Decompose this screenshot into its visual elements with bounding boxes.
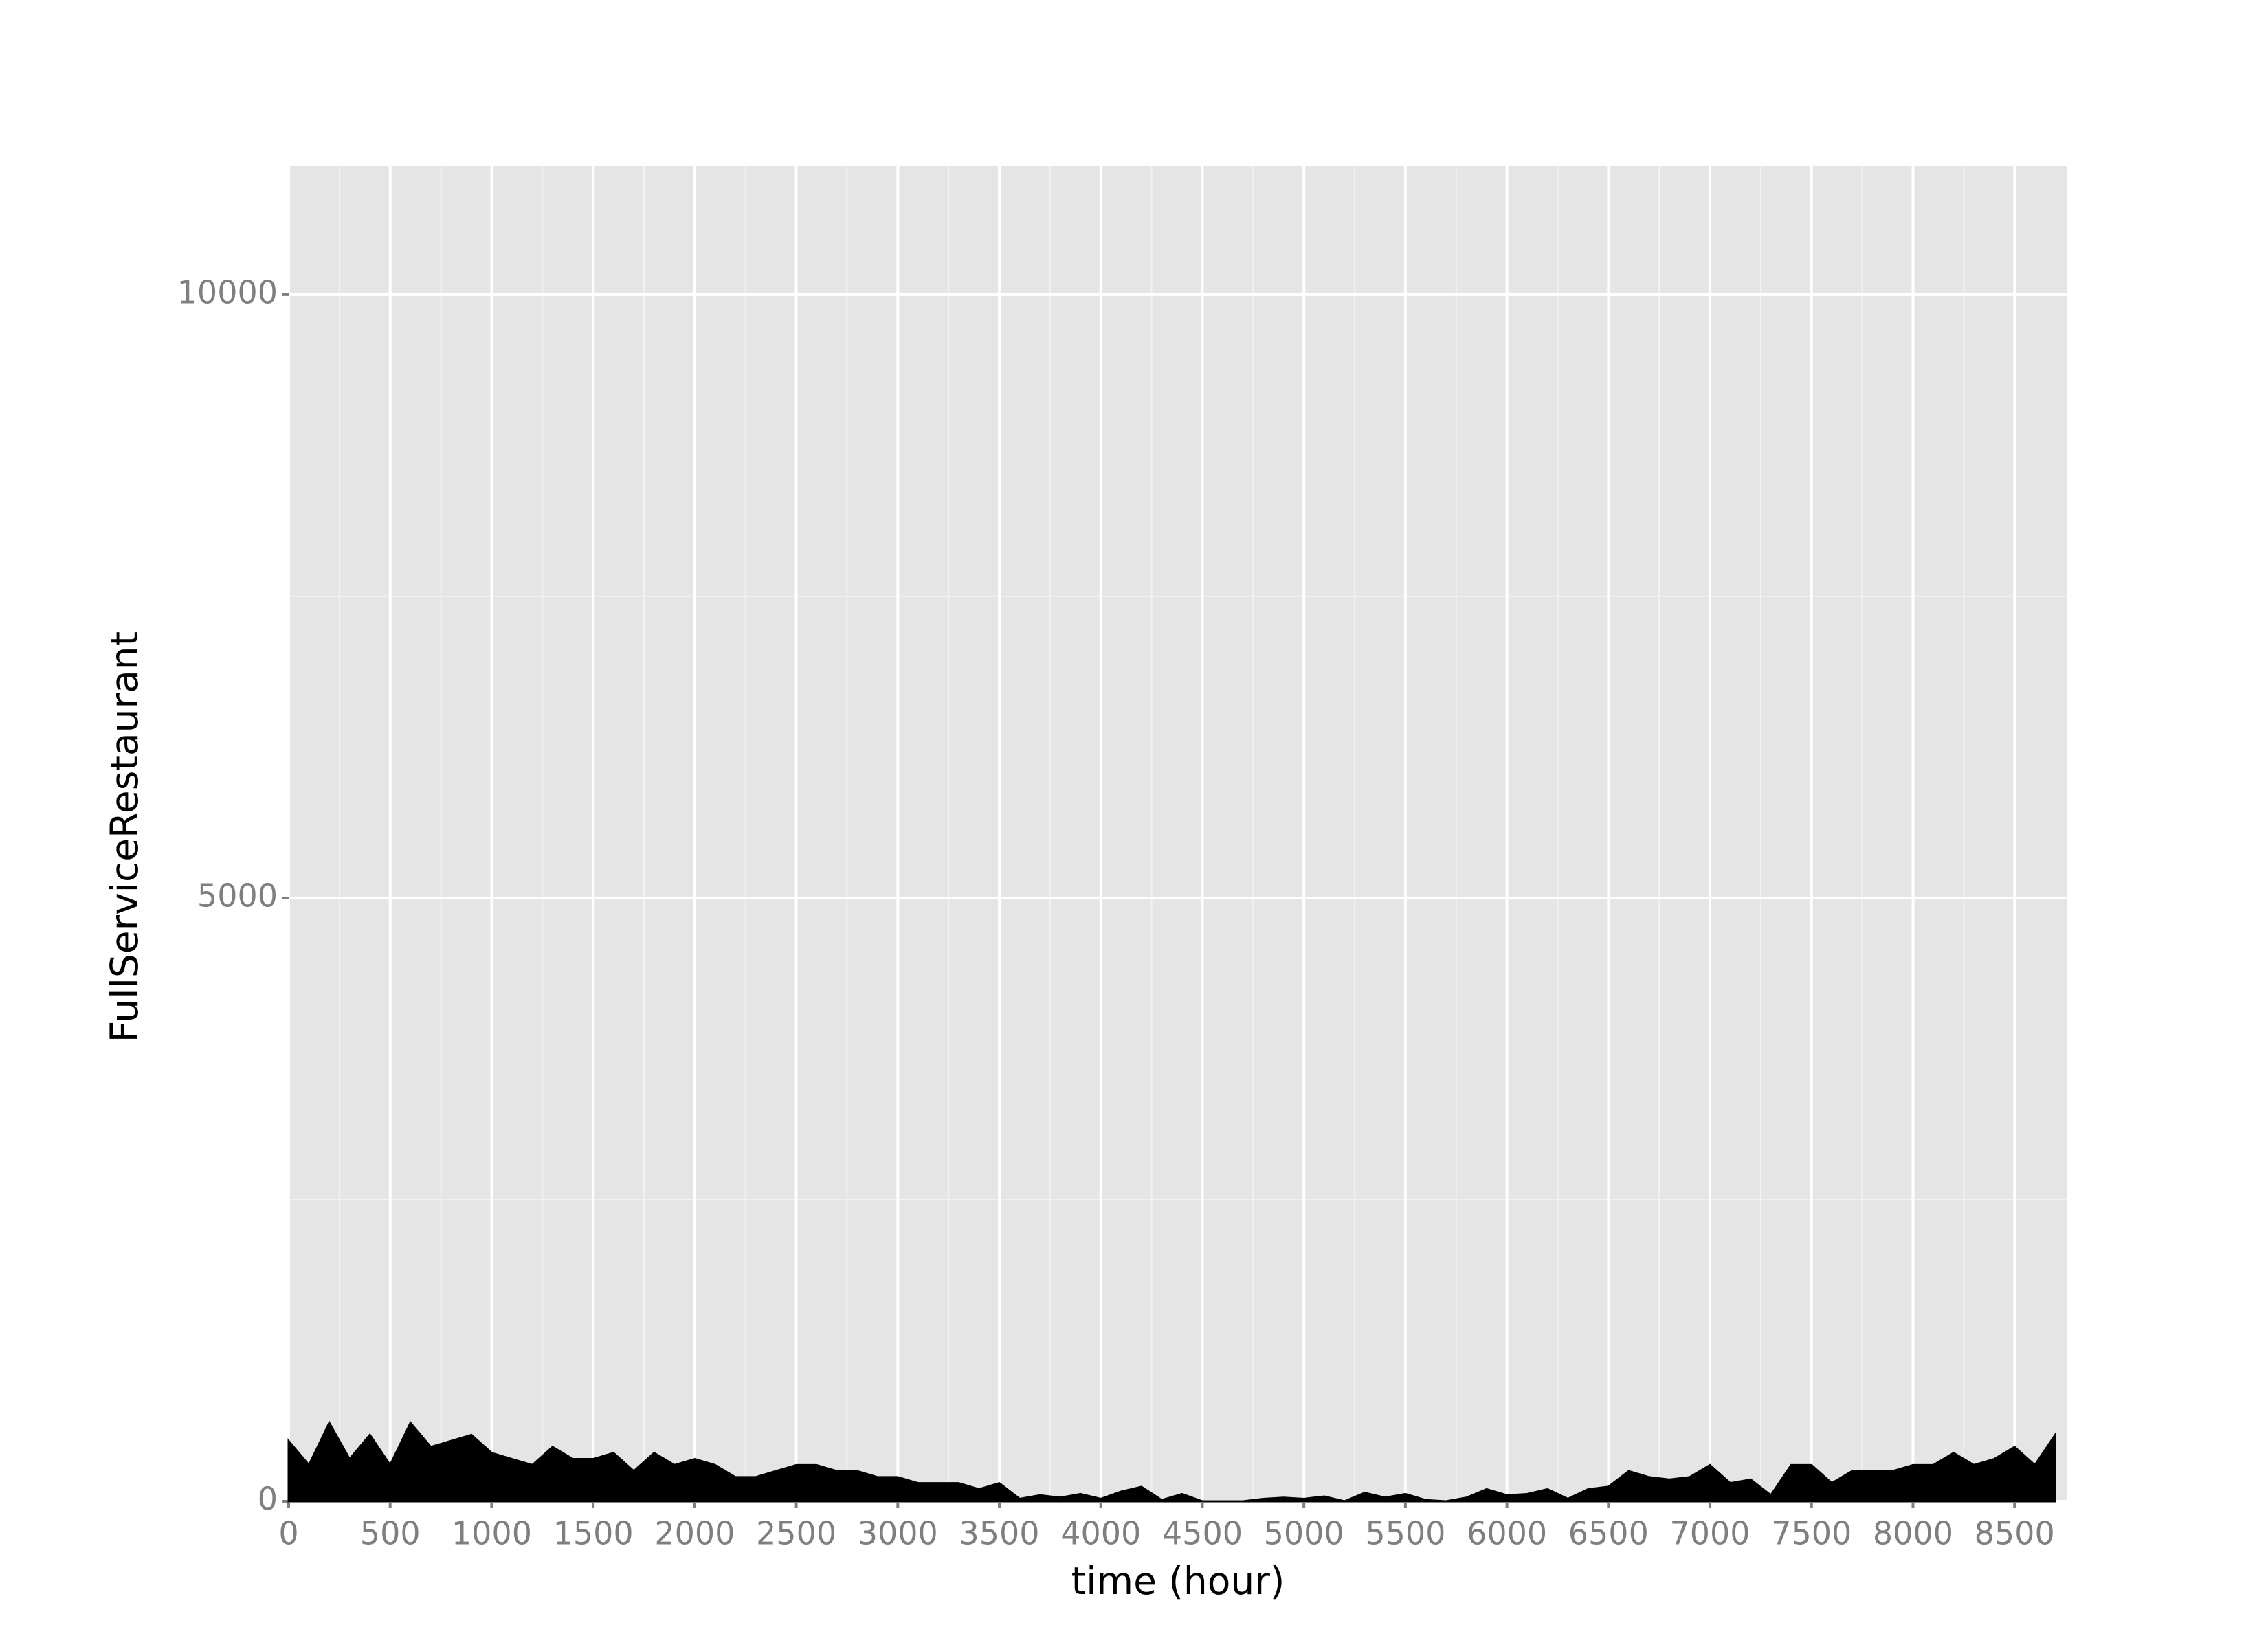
x-tick-label: 4500 — [1162, 1515, 1243, 1552]
x-tick-label: 0 — [278, 1515, 298, 1552]
x-tick-label: 3000 — [858, 1515, 938, 1552]
x-tick-label: 2000 — [654, 1515, 735, 1552]
x-tick-label: 8500 — [1975, 1515, 2055, 1552]
x-tick-label: 7500 — [1771, 1515, 1852, 1552]
x-tick-label: 6000 — [1467, 1515, 1547, 1552]
y-tick-label: 10000 — [177, 273, 278, 311]
x-tick-label: 2500 — [756, 1515, 836, 1552]
x-tick-label: 8000 — [1873, 1515, 1953, 1552]
area — [287, 1420, 2056, 1503]
x-tick-label: 7000 — [1669, 1515, 1750, 1552]
x-tick-label: 6500 — [1568, 1515, 1649, 1552]
y-tick-label: 5000 — [197, 877, 278, 914]
y-tick-label: 0 — [258, 1481, 278, 1518]
x-axis-title: time (hour) — [1071, 1559, 1285, 1603]
panel — [289, 166, 2067, 1501]
x-tick-label: 1000 — [452, 1515, 532, 1552]
x-tick-label: 4000 — [1060, 1515, 1141, 1552]
y-axis-title: FullServiceRestaurant — [102, 631, 146, 1042]
x-tick-label: 1500 — [553, 1515, 634, 1552]
x-tick-label: 500 — [360, 1515, 421, 1552]
x-tick-label: 5500 — [1365, 1515, 1445, 1552]
x-tick-label: 3500 — [959, 1515, 1039, 1552]
x-tick-label: 5000 — [1264, 1515, 1344, 1552]
